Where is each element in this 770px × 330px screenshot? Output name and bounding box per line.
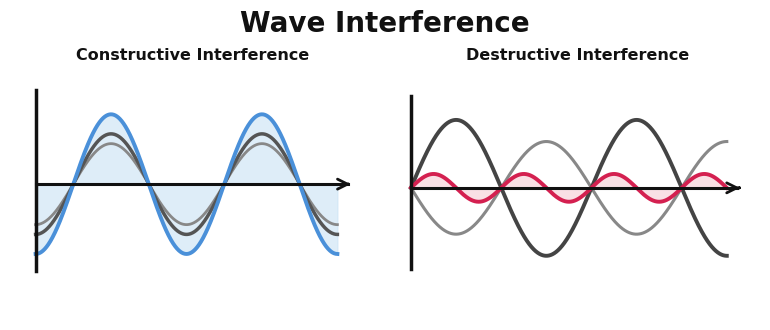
Text: Constructive Interference: Constructive Interference <box>76 48 309 63</box>
Text: Wave Interference: Wave Interference <box>240 10 530 38</box>
Text: Destructive Interference: Destructive Interference <box>466 48 689 63</box>
